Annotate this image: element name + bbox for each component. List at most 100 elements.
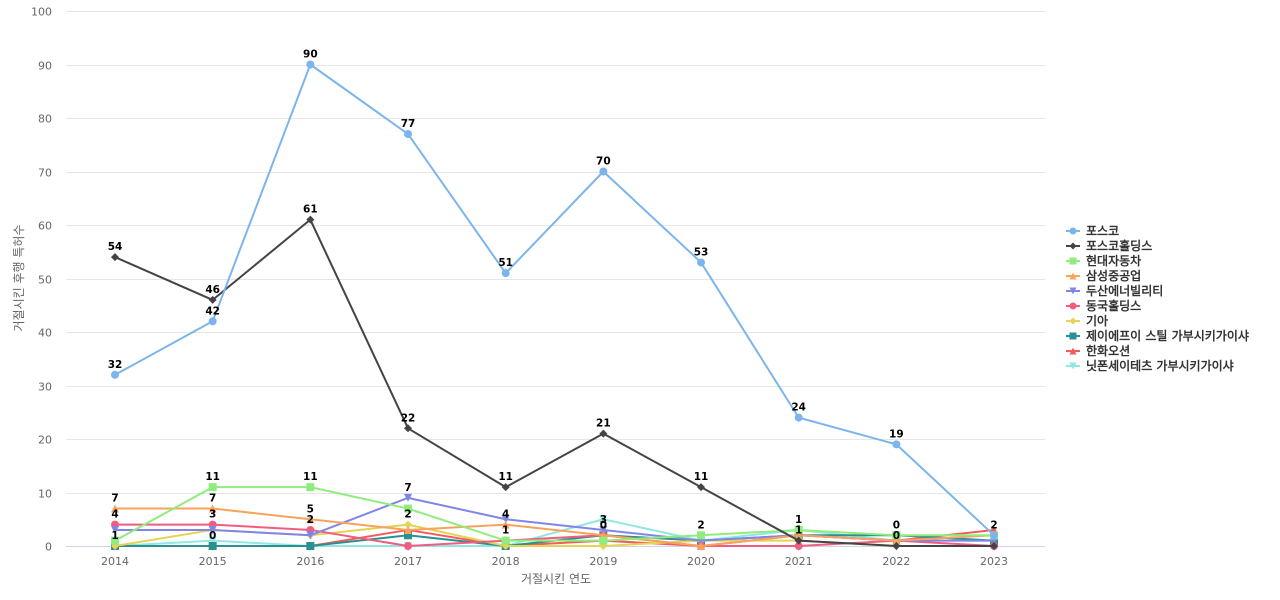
y-axis-ticks: 0 10 20 30 40 50 60 70 80 90 100	[31, 6, 52, 554]
data-point[interactable]	[501, 515, 510, 524]
data-label: 0	[209, 530, 216, 542]
data-label: 11	[694, 471, 709, 483]
legend-marker	[1069, 302, 1077, 310]
data-point[interactable]	[208, 295, 217, 304]
data-point[interactable]	[697, 258, 706, 267]
legend-item[interactable]: 삼성중공업	[1066, 268, 1141, 283]
x-axis-title: 거절시킨 연도	[521, 572, 591, 586]
data-label: 0	[893, 519, 900, 531]
data-point[interactable]	[306, 531, 315, 540]
data-point[interactable]	[404, 504, 413, 513]
y-tick-label: 40	[38, 327, 52, 340]
data-point[interactable]	[404, 525, 413, 534]
data-point[interactable]	[111, 370, 119, 379]
legend-label: 제이에프이 스틸 가부시키가이샤	[1086, 328, 1249, 343]
data-label: 22	[401, 412, 416, 424]
data-point[interactable]	[306, 515, 315, 524]
data-label: 4	[502, 509, 509, 521]
legend-item[interactable]: 기아	[1066, 313, 1108, 328]
data-point[interactable]	[208, 542, 217, 550]
data-point[interactable]	[404, 520, 413, 529]
data-point[interactable]	[599, 525, 608, 534]
data-point[interactable]	[990, 542, 999, 550]
legend-item[interactable]: 포스코홀딩스	[1066, 238, 1152, 253]
data-point[interactable]	[404, 542, 413, 550]
data-point[interactable]	[306, 483, 315, 492]
legend-item[interactable]: 제이에프이 스틸 가부시키가이샤	[1066, 328, 1249, 343]
data-point[interactable]	[892, 542, 901, 550]
data-label: 4	[111, 509, 118, 521]
data-point[interactable]	[111, 504, 119, 513]
y-tick-label: 90	[38, 60, 52, 73]
data-point[interactable]	[306, 60, 315, 69]
data-label: 42	[205, 305, 220, 317]
data-point[interactable]	[599, 429, 608, 438]
data-point[interactable]	[111, 253, 119, 262]
data-label: 70	[596, 156, 611, 168]
data-point[interactable]	[306, 215, 315, 224]
data-label: 3	[209, 509, 216, 521]
data-point[interactable]	[208, 504, 217, 513]
data-point[interactable]	[599, 536, 608, 545]
data-label: 90	[303, 49, 318, 61]
data-point[interactable]	[208, 483, 217, 492]
series-line	[114, 218, 995, 547]
data-point[interactable]	[501, 483, 510, 492]
data-point[interactable]	[404, 424, 413, 433]
data-label: 11	[498, 471, 513, 483]
legend-marker	[1069, 242, 1077, 250]
data-point[interactable]	[208, 317, 217, 326]
legend-marker	[1069, 227, 1077, 235]
data-point[interactable]	[794, 413, 803, 422]
x-tick-label: 2014	[101, 555, 129, 568]
legend-item[interactable]: 현대자동차	[1066, 253, 1141, 268]
data-point[interactable]	[501, 269, 510, 278]
data-point[interactable]	[794, 542, 803, 550]
data-label: 5	[307, 503, 314, 515]
y-tick-label: 70	[38, 167, 52, 180]
data-point[interactable]	[697, 531, 706, 540]
series-line	[115, 507, 995, 547]
legend-item[interactable]: 한화오션	[1066, 343, 1130, 358]
data-label: 3	[600, 514, 607, 526]
y-tick-label: 80	[38, 113, 52, 126]
data-point[interactable]	[892, 531, 901, 540]
y-tick-label: 0	[45, 541, 52, 554]
data-label: 0	[600, 519, 607, 531]
data-label: 77	[401, 118, 416, 130]
data-point[interactable]	[892, 440, 901, 449]
data-point[interactable]	[501, 520, 510, 529]
data-point[interactable]	[697, 542, 706, 550]
x-tick-label: 2022	[882, 555, 910, 568]
legend-marker	[1069, 272, 1077, 280]
data-point[interactable]	[697, 483, 706, 492]
data-point[interactable]	[990, 531, 999, 540]
data-point[interactable]	[794, 536, 803, 545]
legend-item[interactable]: 포스코	[1066, 224, 1119, 238]
data-point[interactable]	[892, 536, 901, 545]
legend-item[interactable]: 두산에너빌리티	[1066, 283, 1163, 298]
data-point[interactable]	[404, 130, 413, 139]
data-point[interactable]	[794, 531, 803, 540]
legend-label: 동국홀딩스	[1086, 298, 1141, 313]
data-point[interactable]	[404, 493, 413, 502]
data-label: 1	[502, 525, 509, 537]
data-point[interactable]	[111, 536, 119, 545]
data-point[interactable]	[306, 542, 315, 550]
legend-marker	[1069, 287, 1077, 295]
y-tick-label: 100	[31, 6, 52, 19]
x-tick-label: 2023	[980, 555, 1008, 568]
legend-item[interactable]: 닛폰세이테츠 가부시키가이샤	[1066, 358, 1234, 373]
data-point[interactable]	[208, 525, 217, 534]
data-point[interactable]	[794, 525, 803, 534]
data-point[interactable]	[208, 536, 217, 545]
data-point[interactable]	[501, 536, 510, 545]
data-point[interactable]	[111, 525, 119, 534]
data-label: 53	[694, 246, 709, 258]
legend-label: 두산에너빌리티	[1086, 283, 1163, 298]
legend-item[interactable]: 동국홀딩스	[1066, 298, 1141, 313]
data-point[interactable]	[599, 515, 608, 524]
data-point[interactable]	[599, 167, 608, 176]
data-point[interactable]	[404, 531, 413, 540]
